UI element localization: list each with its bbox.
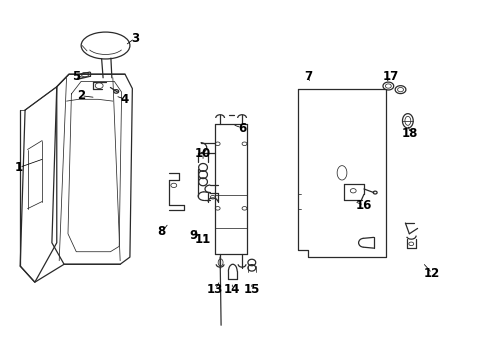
Text: 1: 1 bbox=[15, 161, 23, 174]
Text: 2: 2 bbox=[77, 89, 85, 102]
Text: 8: 8 bbox=[157, 225, 165, 238]
Text: 12: 12 bbox=[423, 267, 440, 280]
Text: 4: 4 bbox=[121, 93, 129, 106]
Text: 10: 10 bbox=[195, 147, 211, 159]
Text: 6: 6 bbox=[238, 122, 245, 135]
Text: 18: 18 bbox=[401, 127, 418, 140]
Text: 9: 9 bbox=[189, 229, 197, 242]
Text: 16: 16 bbox=[355, 199, 371, 212]
Text: 17: 17 bbox=[382, 69, 398, 82]
Text: 14: 14 bbox=[224, 283, 240, 296]
Text: 3: 3 bbox=[130, 32, 139, 45]
Text: 15: 15 bbox=[243, 283, 260, 296]
Text: 7: 7 bbox=[303, 69, 311, 82]
Text: 5: 5 bbox=[72, 69, 80, 82]
Text: 11: 11 bbox=[195, 233, 211, 246]
Text: 13: 13 bbox=[207, 283, 223, 296]
